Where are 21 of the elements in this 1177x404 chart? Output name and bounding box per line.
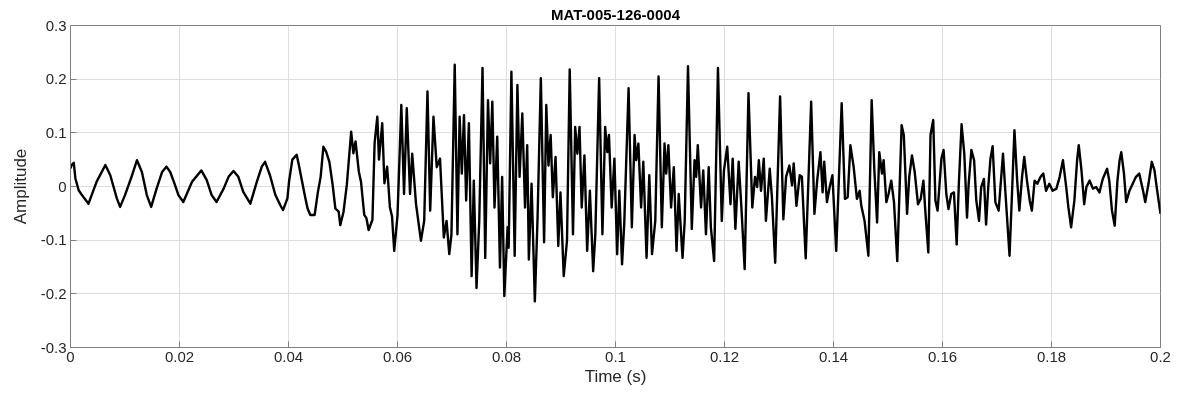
x-tick-label: 0.06 — [382, 347, 413, 365]
x-tick-label: 0.08 — [491, 347, 522, 365]
y-tick-label: 0.3 — [45, 16, 67, 34]
x-tick-label: 0.1 — [605, 347, 626, 365]
x-tick-label: 0.02 — [164, 347, 195, 365]
x-tick-label: 0.14 — [818, 347, 849, 365]
y-axis-title: Amplitude — [10, 148, 30, 225]
x-axis-title: Time (s) — [584, 366, 647, 386]
line-series — [70, 63, 1161, 303]
y-tick-label: 0 — [58, 177, 67, 195]
y-tick-label: -0.3 — [40, 338, 67, 356]
x-tick-label: 0.04 — [273, 347, 304, 365]
chart-title: MAT-005-126-0004 — [551, 5, 681, 23]
y-tick-label: -0.1 — [40, 231, 67, 249]
y-tick-label: 0.1 — [45, 123, 67, 141]
y-tick-label: 0.2 — [45, 70, 67, 88]
x-tick-label: 0.18 — [1036, 347, 1067, 365]
x-tick-label: 0.2 — [1150, 347, 1171, 365]
x-tick-label: 0.16 — [927, 347, 958, 365]
y-tick-label: -0.2 — [40, 284, 67, 302]
x-tick-label: 0.12 — [709, 347, 740, 365]
